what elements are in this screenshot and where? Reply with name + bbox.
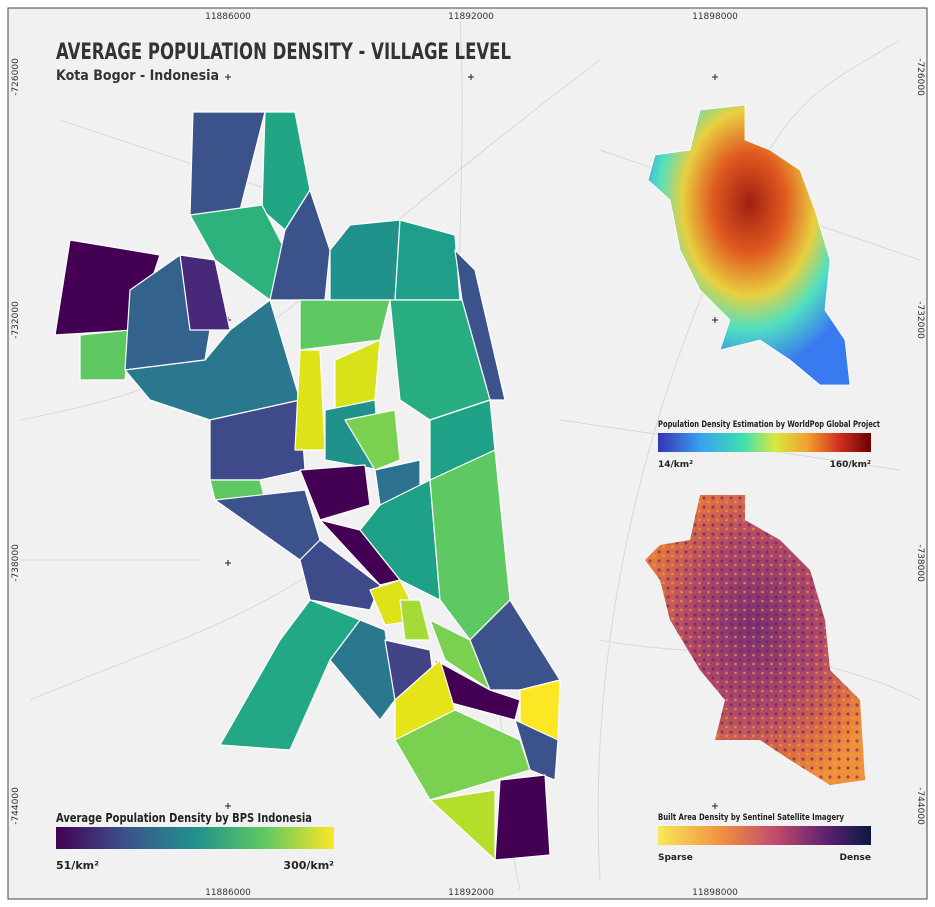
y-coord: -744000 [915,787,925,825]
legend-max: Dense [840,853,871,863]
legend-colorbar [658,826,871,845]
legend-title: Built Area Density by Sentinel Satellite… [658,813,844,823]
x-coord: 11898000 [692,12,738,22]
legend-bps: Average Population Density by BPS Indone… [56,811,334,872]
y-coord: -732000 [11,301,21,339]
legend-max: 160/km² [830,460,871,470]
y-coord: -726000 [915,58,925,96]
legend-min: 51/km² [56,859,99,872]
sentinel-inset [645,495,865,785]
y-coord: -738000 [11,544,21,582]
y-coord: -732000 [915,301,925,339]
legend-title: Population Density Estimation by WorldPo… [658,420,880,430]
legend-min: Sparse [658,853,693,863]
y-coord: -744000 [11,787,21,825]
legend-title: Average Population Density by BPS Indone… [56,811,312,825]
legend-max: 300/km² [283,859,334,872]
worldpop-inset [647,104,851,386]
x-coord: 11886000 [205,12,251,22]
village-polygons [54,111,561,861]
legend-colorbar [56,827,334,849]
legend-colorbar [658,433,871,452]
legend-worldpop: Population Density Estimation by WorldPo… [658,420,880,470]
map-title: AVERAGE POPULATION DENSITY - VILLAGE LEV… [56,40,511,65]
x-coord: 11892000 [448,12,494,22]
y-coord: -726000 [11,58,21,96]
x-coord: 11886000 [205,888,251,898]
x-coord: 11892000 [448,888,494,898]
y-coord: -738000 [915,544,925,582]
x-coord: 11898000 [692,888,738,898]
map-subtitle: Kota Bogor - Indonesia [56,68,219,84]
legend-min: 14/km² [658,460,693,470]
coordinate-labels: 11886000 11892000 11898000 11886000 1189… [11,12,925,898]
legend-sentinel: Built Area Density by Sentinel Satellite… [658,813,871,863]
